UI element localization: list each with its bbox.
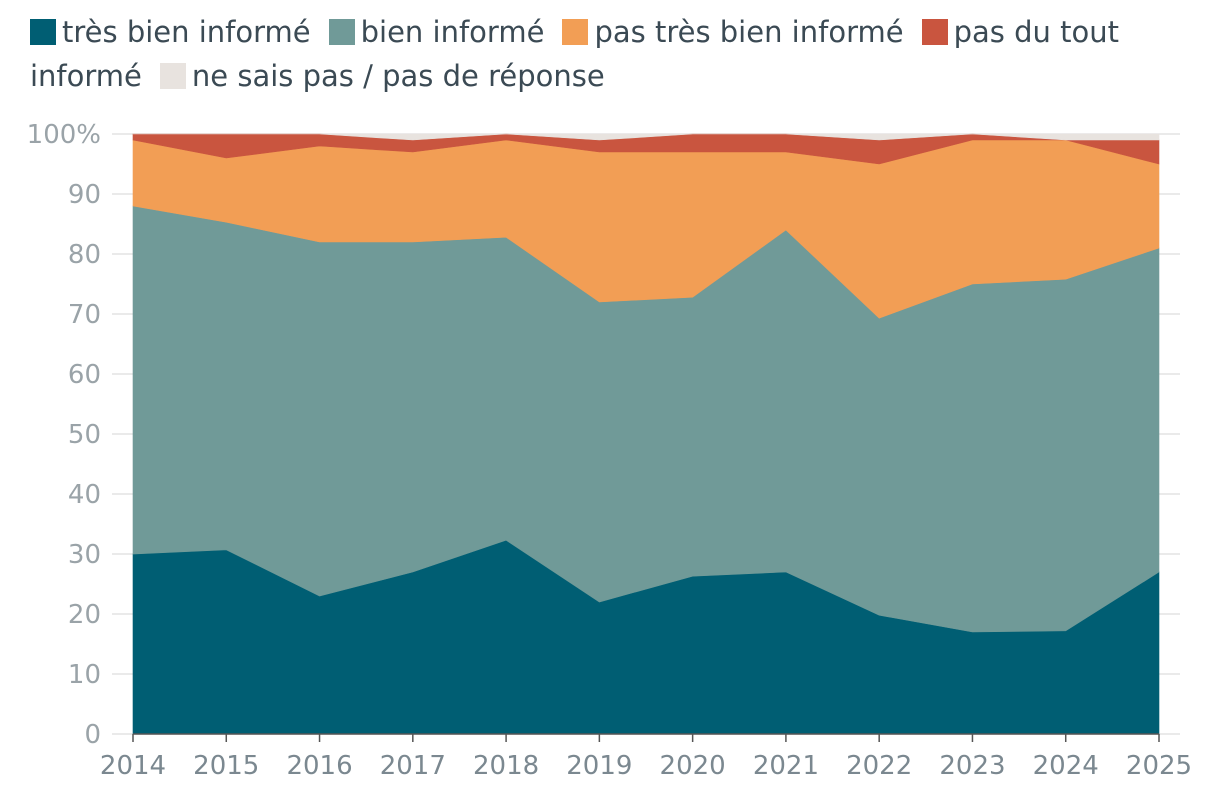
y-tick-label: 60 [68,360,101,390]
x-tick-label: 2018 [473,751,539,781]
x-tick-label: 2020 [660,751,726,781]
x-tick-label: 2025 [1126,751,1192,781]
legend-label: très bien informé [62,15,311,49]
legend-item: bien informé [328,15,545,49]
legend-swatch [921,19,948,45]
y-tick-label: 0 [84,720,101,750]
x-tick-label: 2017 [380,751,446,781]
legend-item: très bien informé [30,15,311,49]
y-tick-label: 50 [68,420,101,450]
x-tick-label: 2023 [939,751,1005,781]
legend-swatch [328,19,355,45]
legend-swatch [562,19,589,45]
x-tick-label: 2015 [193,751,259,781]
legend-item: pas du tout informé [30,15,1119,93]
y-ticks: 0 10 20 30 40 50 60 70 80 90 100% [27,120,101,750]
y-tick-label: 80 [68,240,101,270]
y-tick-label: 90 [68,180,101,210]
x-tick-label: 2016 [286,751,352,781]
y-tick-label: 30 [68,540,101,570]
y-tick-label: 20 [68,600,101,630]
legend-label: pas très bien informé [594,15,904,49]
legend-label: bien informé [360,15,545,49]
y-tick-label: 100% [27,120,101,150]
x-ticks: 2014 2015 2016 2017 2018 2019 2020 2021 2022 2023… [100,734,1192,781]
x-tick-label: 2021 [753,751,819,781]
areas [132,133,1160,735]
legend: très bien informé bien informé pas très bi… [30,10,1170,98]
x-tick-label: 2019 [566,751,632,781]
legend-item: ne sais pas / pas de réponse [159,59,605,93]
legend-swatch [159,63,186,89]
legend-swatch [30,19,56,45]
x-tick-label: 2022 [846,751,912,781]
x-tick-label: 2024 [1033,751,1099,781]
area-series [133,133,1160,141]
legend-item: pas très bien informé [562,15,904,49]
legend-label: ne sais pas / pas de réponse [191,59,605,93]
x-tick-label: 2014 [100,751,166,781]
y-tick-label: 70 [68,300,101,330]
y-tick-label: 10 [68,660,101,690]
y-tick-label: 40 [68,480,101,510]
legend-label: pas du tout informé [30,15,1119,93]
